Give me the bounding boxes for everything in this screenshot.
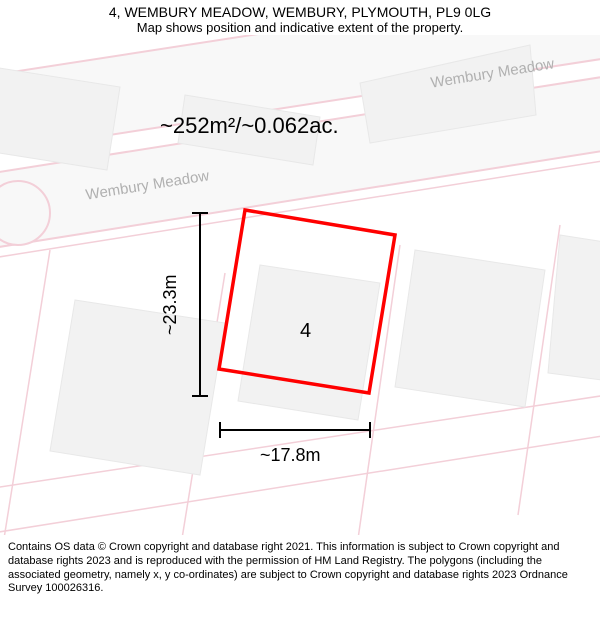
height-dimension-label: ~23.3m [160,274,181,335]
map-container: Wembury Meadow Wembury Meadow ~252m²/~0.… [0,35,600,535]
header: 4, WEMBURY MEADOW, WEMBURY, PLYMOUTH, PL… [0,0,600,35]
page-title: 4, WEMBURY MEADOW, WEMBURY, PLYMOUTH, PL… [10,4,590,20]
width-dimension-label: ~17.8m [260,445,321,466]
plot-number-label: 4 [300,320,311,343]
building-5 [395,250,545,407]
building-3 [50,300,225,475]
area-label: ~252m²/~0.062ac. [160,113,339,139]
page-subtitle: Map shows position and indicative extent… [10,20,590,35]
copyright-footer: Contains OS data © Crown copyright and d… [0,535,600,602]
